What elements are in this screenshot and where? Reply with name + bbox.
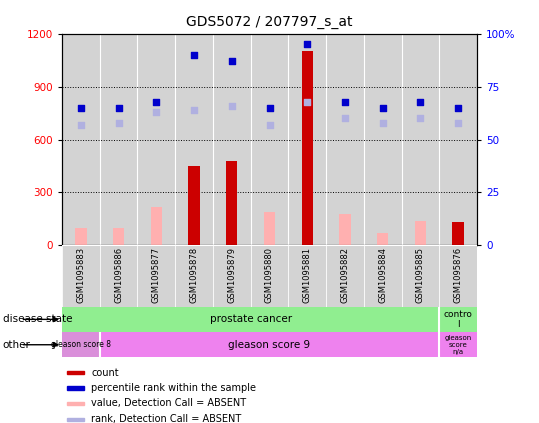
Bar xyxy=(326,34,364,245)
Bar xyxy=(364,245,402,307)
Point xyxy=(454,119,462,126)
Text: GSM1095878: GSM1095878 xyxy=(190,247,198,303)
Bar xyxy=(100,245,137,307)
Point xyxy=(114,104,123,111)
Bar xyxy=(62,34,100,245)
Text: other: other xyxy=(3,340,31,350)
Bar xyxy=(150,206,162,245)
Point xyxy=(378,119,387,126)
Text: gleason
score
n/a: gleason score n/a xyxy=(445,335,472,355)
Text: contro
l: contro l xyxy=(444,310,473,329)
Point xyxy=(77,104,85,111)
Bar xyxy=(113,228,124,245)
Point xyxy=(265,121,274,128)
Point xyxy=(265,104,274,111)
Point xyxy=(341,115,349,122)
Bar xyxy=(137,245,175,307)
Bar xyxy=(226,240,237,245)
Bar xyxy=(189,240,199,245)
Text: GSM1095884: GSM1095884 xyxy=(378,247,387,303)
Bar xyxy=(75,228,86,245)
Point xyxy=(416,115,425,122)
Bar xyxy=(213,34,251,245)
Text: count: count xyxy=(91,368,119,378)
Point xyxy=(416,98,425,105)
Text: gleason score 9: gleason score 9 xyxy=(229,340,310,350)
Bar xyxy=(288,245,326,307)
Point xyxy=(152,98,161,105)
Bar xyxy=(62,245,100,307)
Bar xyxy=(439,34,477,245)
Text: GSM1095876: GSM1095876 xyxy=(454,247,462,303)
Bar xyxy=(175,34,213,245)
Point xyxy=(190,107,198,113)
Bar xyxy=(439,245,477,307)
Bar xyxy=(251,34,288,245)
Text: rank, Detection Call = ABSENT: rank, Detection Call = ABSENT xyxy=(91,414,241,423)
Bar xyxy=(301,240,313,245)
Bar xyxy=(137,34,175,245)
Text: GDS5072 / 207797_s_at: GDS5072 / 207797_s_at xyxy=(186,15,353,29)
Bar xyxy=(439,332,477,357)
Text: percentile rank within the sample: percentile rank within the sample xyxy=(91,383,256,393)
Bar xyxy=(439,307,477,332)
Bar xyxy=(264,212,275,245)
Text: prostate cancer: prostate cancer xyxy=(210,314,292,324)
Text: GSM1095883: GSM1095883 xyxy=(77,247,85,303)
Point xyxy=(77,121,85,128)
Text: GSM1095880: GSM1095880 xyxy=(265,247,274,303)
Bar xyxy=(326,245,364,307)
Text: GSM1095886: GSM1095886 xyxy=(114,247,123,303)
Point xyxy=(227,58,236,65)
Bar xyxy=(415,221,426,245)
Bar xyxy=(175,245,213,307)
Bar xyxy=(364,34,402,245)
Bar xyxy=(62,332,100,357)
Bar xyxy=(100,34,137,245)
Bar xyxy=(377,233,388,245)
Point xyxy=(227,102,236,109)
Bar xyxy=(402,245,439,307)
Bar xyxy=(67,418,84,421)
Bar xyxy=(67,402,84,405)
Bar xyxy=(453,222,464,245)
Text: GSM1095882: GSM1095882 xyxy=(341,247,349,303)
Point xyxy=(303,98,312,105)
Bar xyxy=(213,245,251,307)
Bar xyxy=(226,161,237,245)
Bar xyxy=(189,166,199,245)
Point xyxy=(190,52,198,58)
Bar xyxy=(67,386,84,390)
Text: GSM1095881: GSM1095881 xyxy=(303,247,312,303)
Point xyxy=(303,41,312,48)
Point xyxy=(341,98,349,105)
Point xyxy=(152,109,161,115)
Text: gleason score 8: gleason score 8 xyxy=(51,340,111,349)
Bar xyxy=(251,245,288,307)
Text: GSM1095885: GSM1095885 xyxy=(416,247,425,303)
Point xyxy=(378,104,387,111)
Bar xyxy=(301,52,313,245)
Bar xyxy=(340,214,350,245)
Point xyxy=(114,119,123,126)
Bar xyxy=(402,34,439,245)
Text: GSM1095877: GSM1095877 xyxy=(152,247,161,303)
Text: value, Detection Call = ABSENT: value, Detection Call = ABSENT xyxy=(91,398,246,408)
Bar xyxy=(100,332,439,357)
Bar xyxy=(67,371,84,374)
Text: GSM1095879: GSM1095879 xyxy=(227,247,236,303)
Bar xyxy=(288,34,326,245)
Text: disease state: disease state xyxy=(3,314,72,324)
Point xyxy=(454,104,462,111)
